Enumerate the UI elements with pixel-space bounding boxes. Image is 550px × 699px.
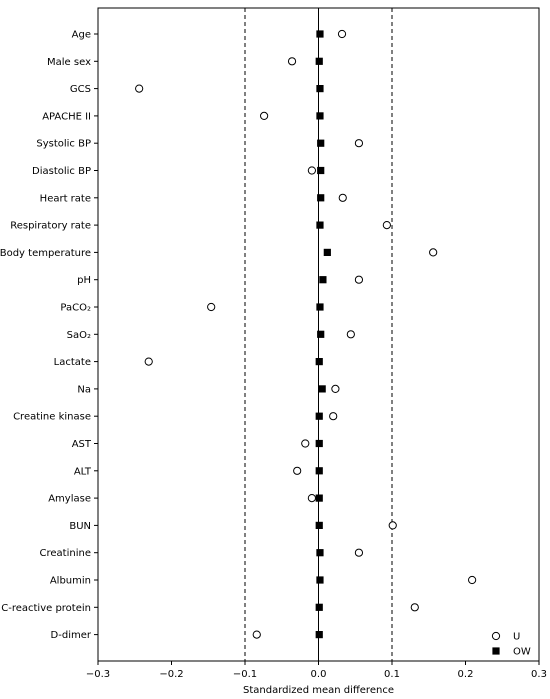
- point-u: [337, 29, 347, 39]
- point-ow: [323, 248, 331, 256]
- x-tick-label: −0.1: [233, 669, 257, 680]
- point-u: [307, 494, 316, 503]
- y-tick-label: C-reactive protein: [1, 603, 91, 614]
- point-u: [252, 630, 261, 639]
- x-tick-label: −0.3: [86, 669, 110, 680]
- point-ow: [315, 57, 323, 65]
- y-tick-label: Amylase: [48, 494, 91, 505]
- point-ow: [316, 30, 324, 38]
- point-ow: [315, 603, 323, 611]
- y-tick-label: Albumin: [50, 576, 91, 587]
- x-tick-label: 0.0: [311, 669, 327, 680]
- y-tick-label: ALT: [74, 466, 92, 477]
- legend-marker-u: [491, 631, 501, 641]
- y-tick-label: Male sex: [47, 57, 91, 68]
- point-ow: [316, 576, 324, 584]
- point-u: [354, 275, 364, 284]
- y-tick-label: Body temperature: [0, 248, 91, 259]
- y-tick-label: Respiratory rate: [10, 221, 91, 232]
- y-tick-label: SaO₂: [67, 330, 91, 341]
- point-ow: [316, 85, 324, 93]
- legend-marker-ow: [492, 647, 500, 655]
- y-tick-label: D-dimer: [51, 630, 92, 641]
- x-tick-label: 0.2: [458, 669, 474, 680]
- point-u: [144, 357, 153, 366]
- point-ow: [315, 439, 323, 448]
- point-u: [135, 84, 144, 93]
- point-u: [287, 57, 297, 66]
- point-ow: [317, 330, 325, 338]
- point-u: [338, 193, 347, 202]
- point-u: [410, 603, 419, 612]
- point-u: [429, 248, 438, 257]
- point-u: [293, 466, 302, 475]
- x-tick-label: −0.2: [159, 669, 183, 680]
- point-u: [382, 221, 391, 230]
- point-ow: [317, 139, 325, 147]
- x-tick-label: 0.1: [384, 669, 400, 680]
- point-ow: [315, 412, 323, 420]
- point-ow: [315, 467, 323, 475]
- y-tick-label: Creatine kinase: [13, 412, 91, 423]
- legend-label: U: [513, 632, 520, 643]
- y-tick-label: Systolic BP: [36, 139, 91, 150]
- y-tick-label: Na: [77, 384, 91, 395]
- point-ow: [316, 549, 324, 557]
- point-ow: [316, 221, 324, 229]
- y-tick-label: BUN: [69, 521, 91, 532]
- y-tick-label: Lactate: [54, 357, 91, 368]
- point-u: [260, 111, 269, 121]
- y-tick-label: APACHE II: [42, 111, 91, 122]
- point-u: [354, 139, 364, 148]
- point-ow: [318, 385, 326, 393]
- point-ow: [316, 112, 324, 120]
- point-ow: [315, 494, 323, 502]
- y-tick-label: Creatinine: [40, 548, 91, 559]
- point-ow: [315, 358, 323, 366]
- point-u: [346, 330, 355, 339]
- point-ow: [317, 194, 325, 202]
- point-u: [301, 439, 310, 448]
- y-tick-label: GCS: [70, 84, 91, 95]
- legend: U OW: [491, 631, 531, 658]
- y-tick-label: pH: [77, 275, 91, 286]
- point-ow: [315, 631, 323, 639]
- y-tick-label: Diastolic BP: [32, 166, 91, 177]
- y-tick-label: Age: [72, 30, 91, 41]
- point-u: [329, 412, 338, 421]
- point-ow: [319, 276, 327, 284]
- point-ow: [316, 303, 324, 311]
- point-ow: [315, 521, 323, 529]
- y-tick-label: Heart rate: [40, 193, 91, 204]
- y-tick-label: AST: [72, 439, 92, 450]
- x-tick-label: 0.3: [531, 669, 547, 680]
- legend-label: OW: [513, 647, 531, 658]
- point-ow: [317, 166, 325, 175]
- point-u: [331, 384, 340, 393]
- x-axis-title: Standardized mean difference: [243, 685, 394, 696]
- point-u: [307, 166, 316, 175]
- point-u: [354, 548, 364, 557]
- y-tick-label: PaCO₂: [60, 303, 91, 314]
- point-u: [207, 302, 216, 312]
- plot-frame: [97, 7, 540, 662]
- point-u: [388, 521, 397, 530]
- point-u: [468, 575, 477, 585]
